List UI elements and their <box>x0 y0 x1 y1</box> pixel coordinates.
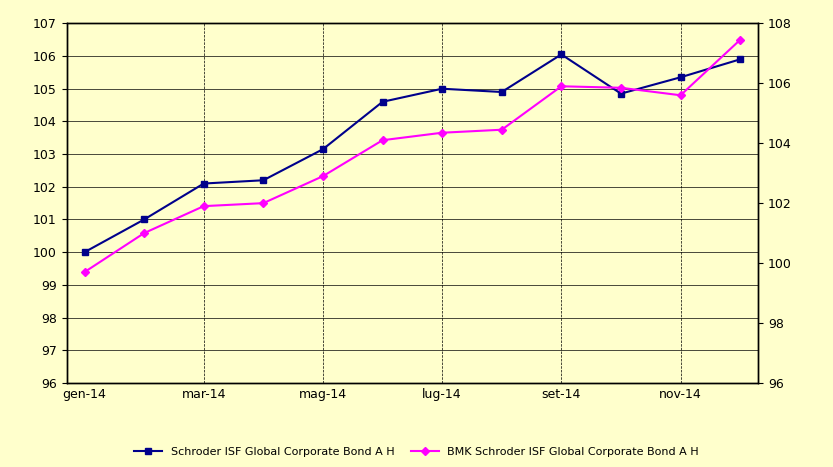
Legend: Schroder ISF Global Corporate Bond A H, BMK Schroder ISF Global Corporate Bond A: Schroder ISF Global Corporate Bond A H, … <box>134 446 699 457</box>
Schroder ISF Global Corporate Bond A H <box>676 75 686 80</box>
BMK Schroder ISF Global Corporate Bond A H <box>258 200 268 206</box>
BMK Schroder ISF Global Corporate Bond A H <box>79 269 89 275</box>
BMK Schroder ISF Global Corporate Bond A H <box>437 130 447 135</box>
BMK Schroder ISF Global Corporate Bond A H <box>616 85 626 91</box>
Schroder ISF Global Corporate Bond A H <box>79 249 89 255</box>
Schroder ISF Global Corporate Bond A H <box>556 51 566 57</box>
BMK Schroder ISF Global Corporate Bond A H <box>318 173 328 179</box>
BMK Schroder ISF Global Corporate Bond A H <box>556 84 566 89</box>
BMK Schroder ISF Global Corporate Bond A H <box>496 127 506 133</box>
Line: BMK Schroder ISF Global Corporate Bond A H: BMK Schroder ISF Global Corporate Bond A… <box>82 37 743 275</box>
BMK Schroder ISF Global Corporate Bond A H <box>676 92 686 98</box>
Line: Schroder ISF Global Corporate Bond A H: Schroder ISF Global Corporate Bond A H <box>82 52 743 255</box>
Schroder ISF Global Corporate Bond A H <box>139 217 149 222</box>
Schroder ISF Global Corporate Bond A H <box>496 89 506 95</box>
Schroder ISF Global Corporate Bond A H <box>736 57 746 62</box>
Schroder ISF Global Corporate Bond A H <box>199 181 209 186</box>
BMK Schroder ISF Global Corporate Bond A H <box>736 37 746 42</box>
Schroder ISF Global Corporate Bond A H <box>437 86 447 92</box>
Schroder ISF Global Corporate Bond A H <box>318 146 328 152</box>
BMK Schroder ISF Global Corporate Bond A H <box>377 137 387 143</box>
Schroder ISF Global Corporate Bond A H <box>616 91 626 96</box>
Schroder ISF Global Corporate Bond A H <box>377 99 387 105</box>
BMK Schroder ISF Global Corporate Bond A H <box>139 230 149 236</box>
BMK Schroder ISF Global Corporate Bond A H <box>199 203 209 209</box>
Schroder ISF Global Corporate Bond A H <box>258 177 268 183</box>
